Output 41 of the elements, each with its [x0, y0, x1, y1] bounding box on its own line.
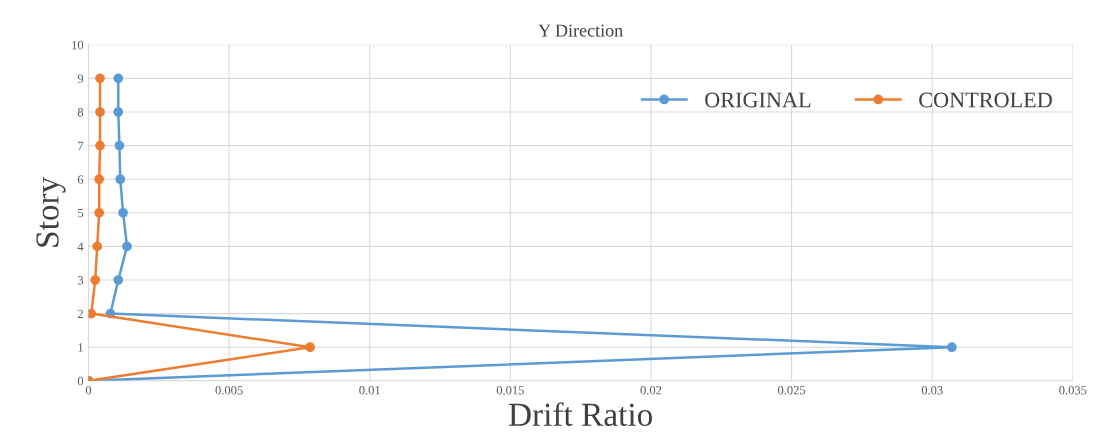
point: [947, 342, 957, 353]
point: [94, 207, 105, 218]
point: [122, 241, 132, 252]
y-tick-label: 3: [77, 276, 84, 285]
point: [95, 140, 105, 151]
y-tick-label: 5: [78, 208, 84, 218]
x-tick-label: 0.02: [640, 386, 662, 395]
x-tick-label: 0.005: [215, 386, 243, 395]
y-tick-label: 4: [77, 242, 84, 251]
y-tick-label: 2: [77, 309, 83, 318]
x-tick-label: 0.01: [359, 386, 380, 395]
chart-title: Y Direction: [538, 24, 623, 37]
point: [94, 174, 105, 185]
point: [113, 107, 124, 117]
point: [113, 275, 124, 285]
point: [305, 342, 315, 353]
point: [115, 174, 126, 185]
point: [95, 107, 105, 117]
x-tick-label: 0.025: [777, 386, 806, 395]
x-tick-label: 0.015: [496, 386, 524, 395]
x-tick-label: 0.035: [1059, 386, 1087, 395]
y-tick-label: 9: [77, 74, 84, 83]
x-tick-label: 0: [85, 386, 92, 395]
legend-label: CONTROLED: [919, 92, 1052, 108]
y-tick-label: 1: [78, 343, 83, 352]
y-tick-label: 7: [78, 141, 84, 150]
y-tick-label: 10: [72, 40, 84, 50]
point: [92, 241, 103, 252]
point: [118, 207, 128, 218]
point: [90, 275, 101, 285]
y-tick-label: 8: [77, 108, 84, 117]
point: [113, 73, 124, 84]
y-tick-label: 0: [77, 376, 84, 386]
point: [95, 73, 105, 84]
x-tick-label: 0.03: [921, 386, 943, 395]
x-axis-title: Drift Ratio: [508, 402, 653, 427]
legend-label: ORIGINAL: [705, 92, 811, 108]
point: [88, 308, 97, 319]
y-axis-title: Story: [36, 176, 66, 247]
point: [114, 140, 125, 151]
y-tick-label: 6: [77, 175, 84, 184]
